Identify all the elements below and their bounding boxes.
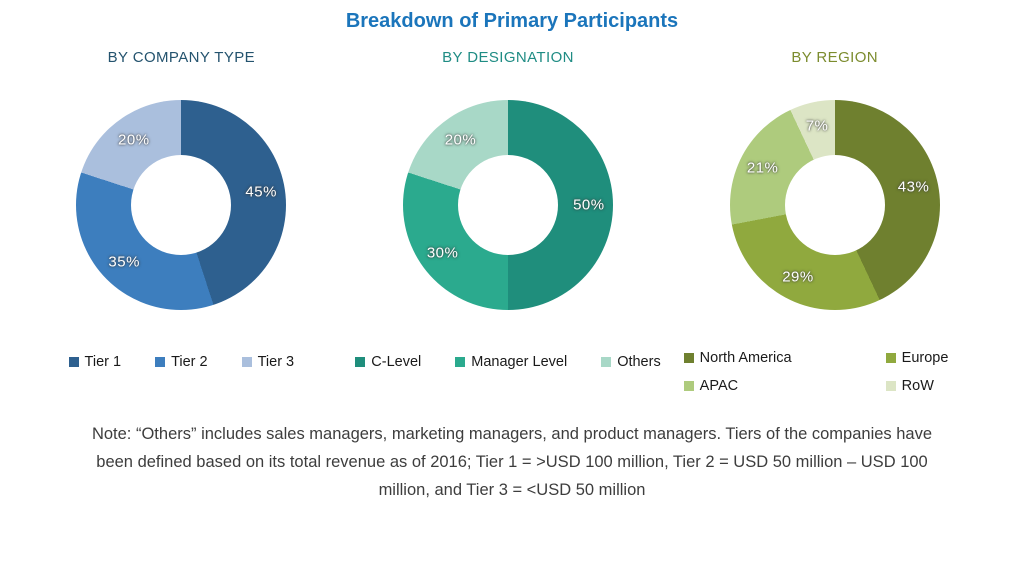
slice-percent-label: 45%	[245, 183, 277, 201]
footnote-line: been defined based on its total revenue …	[96, 453, 928, 471]
legend: North America Europe APAC RoW	[683, 350, 986, 394]
legend-label: Europe	[901, 350, 949, 366]
slice-percent-label: 30%	[426, 244, 459, 262]
legend-marker	[241, 357, 252, 367]
legend-label: Tier 3	[257, 354, 295, 370]
donut-chart: 45% 35% 20%	[76, 100, 287, 310]
page-title: Breakdown of Primary Participants	[345, 10, 679, 32]
legend-marker	[355, 357, 366, 367]
chart-heading: BY REGION	[791, 49, 879, 66]
legend-item: Tier 3	[241, 354, 295, 370]
legend-item: Tier 1	[68, 354, 122, 370]
legend-marker	[155, 357, 166, 367]
slice-percent-label: 50%	[573, 196, 605, 214]
legend-marker	[68, 357, 79, 367]
legend-label: APAC	[699, 378, 739, 394]
chart-company-type: BY COMPANY TYPE 45% 35% 20% Tier 1 Tier 2 Ti…	[18, 49, 345, 394]
legend-item: RoW	[885, 378, 934, 394]
legend-item: Manager Level	[455, 354, 567, 370]
slice-percent-label: 20%	[118, 131, 150, 149]
chart-heading: BY DESIGNATION	[442, 49, 574, 66]
legend: Tier 1 Tier 2 Tier 3	[68, 354, 295, 370]
legend-item: Europe	[885, 350, 949, 366]
legend-label: Others	[617, 354, 661, 370]
footnote: Note: “Others” includes sales managers, …	[7, 420, 1017, 504]
chart-region: BY REGION 43% 29% 21% 7% North America Europ…	[671, 49, 998, 394]
legend-marker	[885, 353, 896, 363]
donut-hole	[458, 155, 558, 255]
legend: C-Level Manager Level Others	[355, 354, 661, 370]
legend-item: Tier 2	[155, 354, 208, 370]
charts-row: BY COMPANY TYPE 45% 35% 20% Tier 1 Tier 2 Ti…	[0, 49, 1024, 394]
legend-item: APAC	[683, 378, 739, 394]
footnote-line: million, and Tier 3 = <USD 50 million	[378, 481, 646, 499]
slice-percent-label: 35%	[108, 253, 140, 271]
legend-marker	[885, 381, 896, 391]
legend-label: North America	[699, 350, 792, 366]
legend-label: C-Level	[371, 354, 422, 370]
legend-marker	[683, 353, 694, 363]
slice-percent-label: 29%	[782, 268, 814, 286]
legend-label: Tier 2	[171, 354, 208, 370]
slice-percent-label: 20%	[444, 131, 477, 149]
legend-marker	[601, 357, 612, 367]
legend-label: Tier 1	[84, 354, 122, 370]
chart-heading: BY COMPANY TYPE	[107, 49, 256, 66]
legend-item: C-Level	[355, 354, 421, 370]
donut-hole	[131, 155, 232, 255]
legend-marker	[683, 381, 694, 391]
slice-percent-label: 21%	[746, 159, 779, 177]
legend-item: Others	[601, 354, 661, 370]
donut-chart: 50% 30% 20%	[403, 100, 613, 310]
donut-chart: 43% 29% 21% 7%	[729, 100, 940, 310]
slice-percent-label: 43%	[897, 178, 930, 196]
legend-label: RoW	[901, 378, 934, 394]
chart-designation: BY DESIGNATION 50% 30% 20% C-Level Manager …	[345, 49, 672, 394]
legend-label: Manager Level	[471, 354, 568, 370]
footnote-line: Note: “Others” includes sales managers, …	[91, 425, 933, 443]
legend-marker	[455, 357, 466, 367]
legend-item: North America	[683, 350, 792, 366]
donut-hole	[784, 155, 885, 255]
slice-percent-label: 7%	[805, 117, 829, 135]
